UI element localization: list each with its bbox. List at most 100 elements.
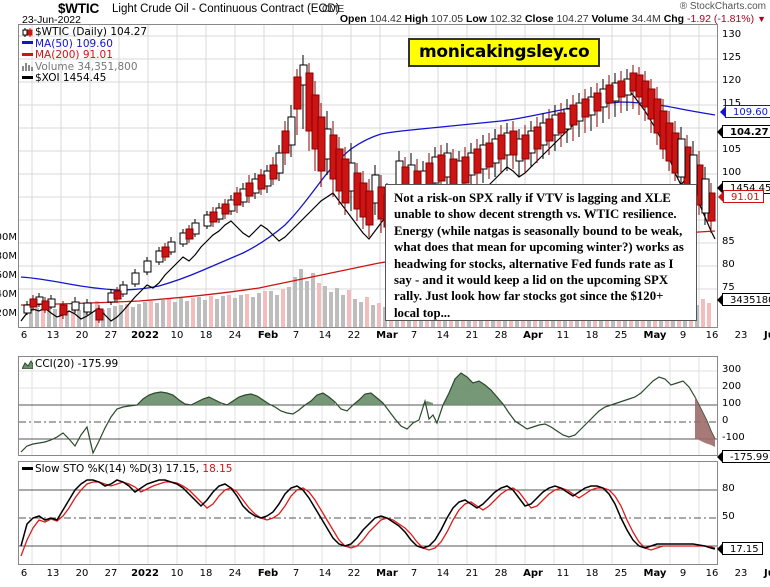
close-value: 104.27: [556, 13, 589, 25]
bx-1: 13: [46, 568, 60, 579]
xtick-11: 22: [347, 330, 361, 341]
high-value: 107.05: [430, 13, 464, 25]
bx-0: 6: [20, 568, 28, 579]
sto-tick-80: 80: [722, 483, 735, 494]
cci-area-negative-tail: [699, 439, 715, 447]
cci-panel: CCI(20) -175.99: [18, 356, 718, 456]
bx-7: 24: [228, 568, 242, 579]
cci-line: [20, 372, 716, 455]
volume-tick-20m: 20M: [0, 308, 17, 319]
volume-tag: 34351800: [717, 293, 770, 306]
open-label: Open: [339, 13, 367, 25]
bx-25: Jun: [764, 568, 770, 579]
volume-value: 34.4M: [631, 13, 661, 25]
price-tick-80: 80: [722, 259, 735, 270]
sto-value-tag: 17.15: [717, 542, 763, 555]
bx-8: Feb: [257, 568, 279, 579]
bx-23: 16: [705, 568, 719, 579]
stockcharts-credit: ® StockCharts.com: [680, 1, 766, 12]
bx-22: 9: [679, 568, 687, 579]
bx-11: 22: [347, 568, 361, 579]
sto-tick-50: 50: [722, 511, 735, 522]
xtick-0: 6: [20, 330, 28, 341]
bx-9: 7: [292, 568, 300, 579]
open-value: 104.42: [369, 13, 402, 25]
price-tick-85: 85: [722, 236, 735, 247]
bx-13: 7: [410, 568, 418, 579]
chg-value: -1.92 (-1.81%): [687, 13, 755, 25]
xtick-25: Jun: [764, 330, 770, 341]
cci-area-negative: [695, 397, 715, 439]
volume-tick-60m: 60M: [0, 270, 17, 281]
volume-tick-100m: 100M: [0, 232, 17, 243]
stochastic-k-line: [20, 479, 716, 550]
close-tag: 104.27: [717, 125, 770, 138]
price-tick-105: 105: [722, 144, 742, 155]
symbol-description: Light Crude Oil - Continuous Contract (E…: [112, 3, 340, 15]
xtick-13: 7: [410, 330, 418, 341]
price-tick-130: 130: [722, 29, 742, 40]
cci-tick-0: 0: [722, 415, 729, 426]
symbol-ticker: $WTIC: [58, 1, 99, 16]
chart-header: $WTIC Light Crude Oil - Continuous Contr…: [0, 0, 770, 26]
volume-tick-40m: 40M: [0, 289, 17, 300]
xtick-7: 24: [228, 330, 242, 341]
bx-12: Mar: [376, 568, 398, 579]
cci-chart-svg: [19, 357, 717, 455]
cci-tick-300: 300: [722, 364, 742, 375]
stochastic-plot-area: [19, 462, 717, 564]
bx-10: 14: [318, 568, 332, 579]
xtick-4: 2022: [131, 330, 159, 341]
xtick-19: 18: [585, 330, 599, 341]
low-value: 102.32: [489, 13, 523, 25]
volume-tick-80m: 80M: [0, 251, 17, 262]
xtick-18: 11: [556, 330, 570, 341]
price-xaxis: 6 13 20 27 2022 10 18 24 Feb 7 14 22 Mar…: [18, 330, 770, 344]
xtick-6: 18: [199, 330, 213, 341]
stochastic-panel: Slow STO %K(14) %D(3) 17.15, 18.15: [18, 461, 718, 565]
bx-16: 28: [494, 568, 508, 579]
xtick-21: May: [643, 330, 667, 341]
price-tick-100: 100: [722, 167, 742, 178]
vertical-gridlines: [31, 25, 700, 327]
xtick-24: 23: [734, 330, 748, 341]
cci-value-tag: -175.99: [717, 450, 770, 463]
xtick-20: 25: [614, 330, 628, 341]
triangle-down-icon: ▼: [757, 14, 766, 24]
registered-mark-icon: ®: [679, 1, 688, 12]
bx-17: Apr: [523, 568, 543, 579]
xtick-22: 9: [679, 330, 687, 341]
bx-24: 23: [734, 568, 748, 579]
cci-tick-100: 100: [722, 398, 742, 409]
bx-18: 11: [556, 568, 570, 579]
xtick-14: 14: [436, 330, 450, 341]
xtick-15: 21: [465, 330, 479, 341]
bx-3: 27: [104, 568, 118, 579]
cci-plot-area: [19, 357, 717, 455]
xtick-3: 27: [104, 330, 118, 341]
xtick-8: Feb: [257, 330, 279, 341]
price-tick-125: 125: [722, 52, 742, 63]
cci-area-positive: [137, 373, 503, 405]
close-label: Close: [524, 13, 554, 25]
sto-vertical-gridlines: [31, 462, 700, 564]
stockcharts-credit-label: StockCharts.com: [689, 1, 766, 12]
xtick-12: Mar: [376, 330, 398, 341]
bx-5: 10: [170, 568, 184, 579]
xtick-10: 14: [318, 330, 332, 341]
high-label: High: [404, 13, 428, 25]
bx-21: May: [643, 568, 667, 579]
bx-19: 18: [585, 568, 599, 579]
low-label: Low: [465, 13, 487, 25]
xtick-9: 7: [292, 330, 300, 341]
watermark-logo: monicakingsley.co: [408, 38, 601, 67]
quote-date: 23-Jun-2022: [22, 14, 81, 26]
chg-label: Chg: [663, 13, 685, 25]
bx-15: 21: [465, 568, 479, 579]
cci-tick-neg100: -100: [722, 432, 745, 443]
xtick-23: 16: [705, 330, 719, 341]
xtick-5: 10: [170, 330, 184, 341]
ohlc-quote-bar: Open 104.42 High 107.05 Low 102.32 Close…: [340, 13, 766, 25]
cci-tick-200: 200: [722, 381, 742, 392]
volume-label: Volume: [591, 13, 629, 25]
